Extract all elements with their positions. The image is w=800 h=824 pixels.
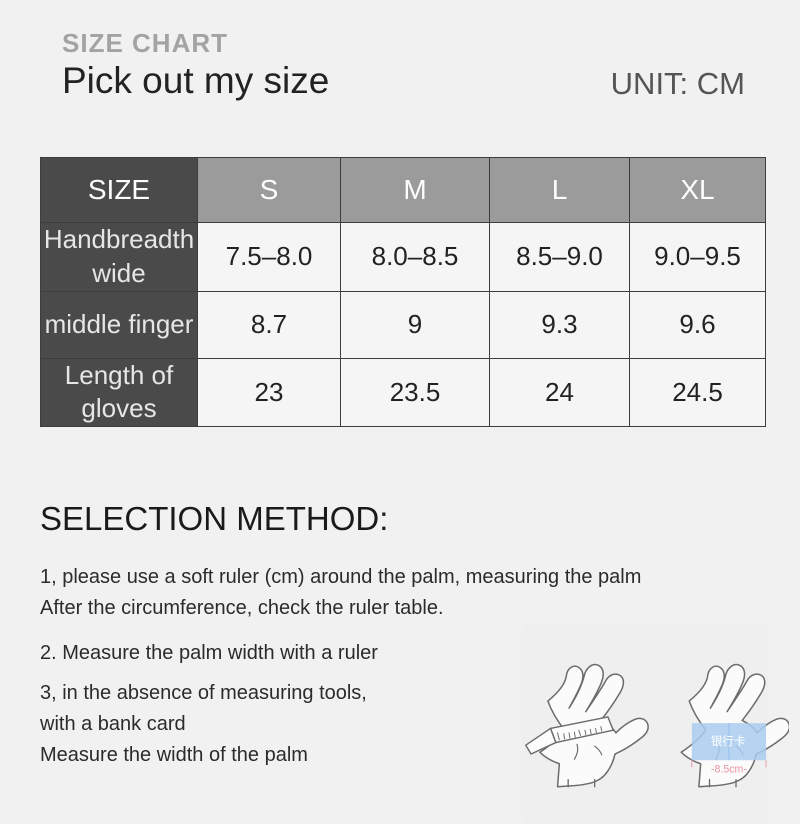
- svg-text:银行卡: 银行卡: [711, 734, 745, 748]
- svg-text:-8.5cm-: -8.5cm-: [711, 764, 747, 776]
